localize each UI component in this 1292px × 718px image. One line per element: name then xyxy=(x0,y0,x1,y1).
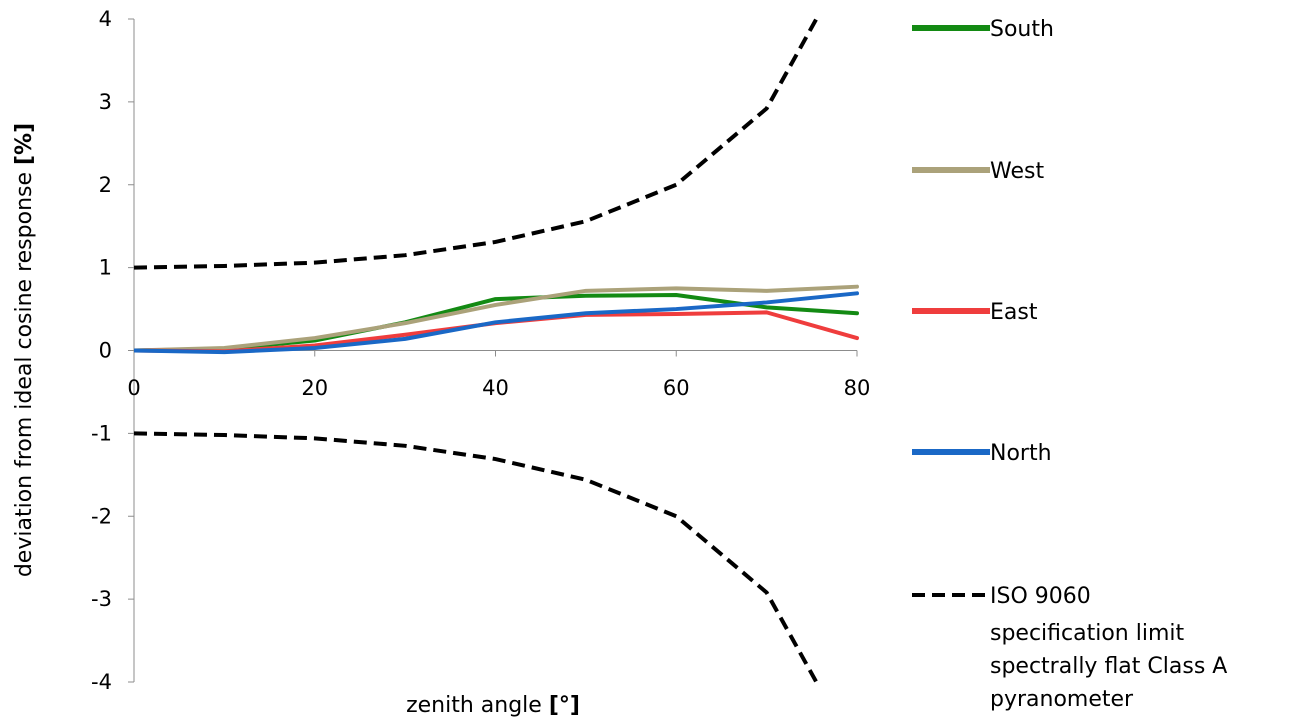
x-tick-label: 40 xyxy=(482,376,509,400)
y-tick-label: -4 xyxy=(91,670,112,694)
iso-limit-lower-line xyxy=(134,431,819,683)
legend-item-south: South xyxy=(912,17,1054,42)
plot-area xyxy=(134,18,859,683)
legend-label-iso-line-2: specification limit xyxy=(990,621,1185,646)
series-layer xyxy=(134,18,859,683)
y-axis-label: deviation from ideal cosine response xyxy=(12,172,37,577)
y-tick-label: -3 xyxy=(91,587,112,611)
y-axis-title: deviation from ideal cosine response [%] xyxy=(12,123,37,577)
x-axis-title: zenith angle [°] xyxy=(406,693,580,718)
y-tick-label: 3 xyxy=(99,90,112,114)
tick-layer: 4 3 2 1 0 -1 -2 -3 -4 0 20 40 60 80 xyxy=(91,7,870,694)
legend-label-north: North xyxy=(990,441,1052,466)
legend: South West East North ISO 9060 specifica… xyxy=(912,17,1227,712)
legend-item-east: East xyxy=(912,300,1038,325)
legend-label-iso-line-1: ISO 9060 xyxy=(990,584,1091,609)
y-axis-unit: [%] xyxy=(12,123,37,165)
y-tick-label: 2 xyxy=(99,173,112,197)
legend-label-south: South xyxy=(990,17,1054,42)
x-tick-label: 0 xyxy=(127,376,140,400)
legend-item-north: North xyxy=(912,441,1052,466)
legend-item-iso-limit: ISO 9060 specification limit spectrally … xyxy=(912,584,1227,712)
x-axis-unit: [°] xyxy=(549,693,580,718)
y-tick-label: 1 xyxy=(99,256,112,280)
x-axis-label: zenith angle xyxy=(406,693,542,718)
x-tick-label: 80 xyxy=(844,376,871,400)
y-tick-label: -1 xyxy=(91,421,112,445)
legend-label-west: West xyxy=(990,159,1044,184)
y-tick-label: 0 xyxy=(99,339,112,363)
x-tick-label: 20 xyxy=(301,376,328,400)
x-tick-label: 60 xyxy=(663,376,690,400)
y-tick-label: 4 xyxy=(99,7,112,31)
legend-label-iso-line-3: spectrally flat Class A xyxy=(990,654,1227,679)
series-line-west xyxy=(134,284,859,353)
y-tick-label: -2 xyxy=(91,504,112,528)
legend-label-east: East xyxy=(990,300,1038,325)
series-line-north xyxy=(134,291,859,355)
legend-item-west: West xyxy=(912,159,1044,184)
legend-label-iso-line-4: pyranometer xyxy=(990,687,1134,712)
iso-limit-upper-line xyxy=(134,18,819,270)
